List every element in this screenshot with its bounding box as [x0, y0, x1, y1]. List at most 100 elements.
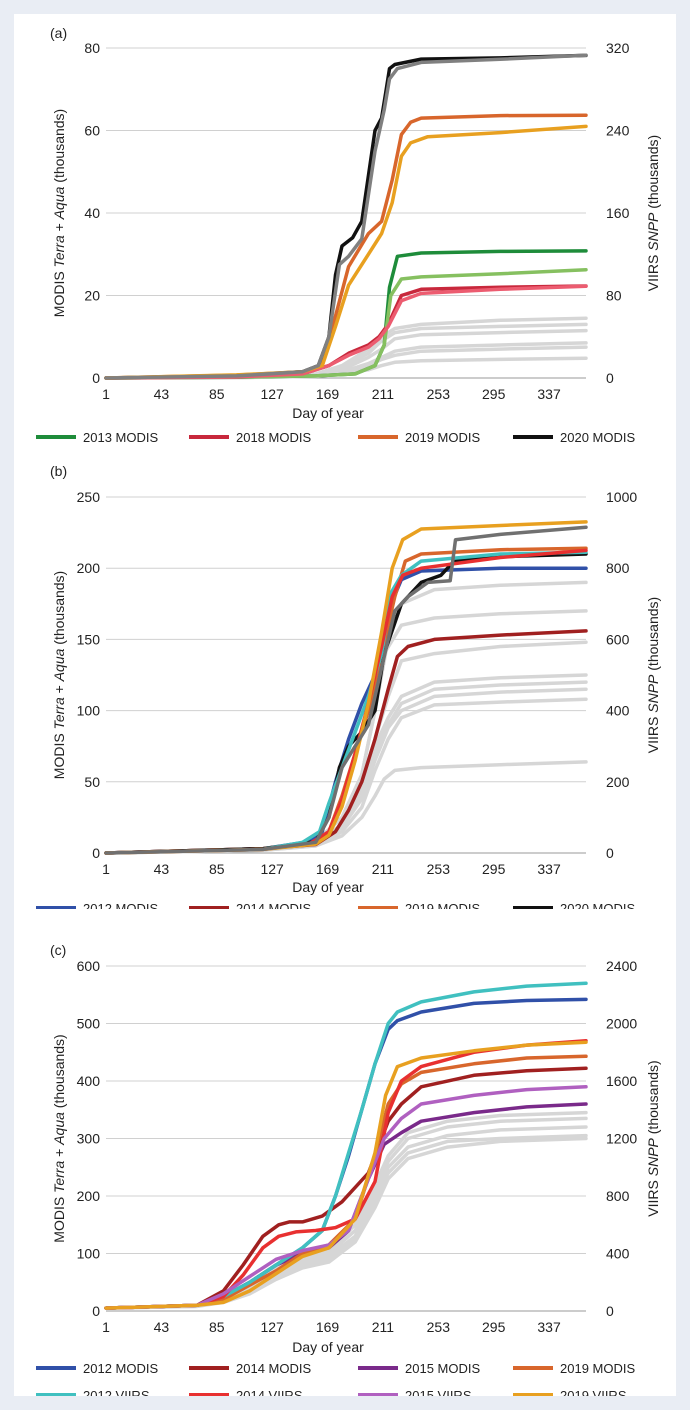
x-axis-tick-label: 211 — [372, 386, 395, 402]
left-axis-tick-label: 250 — [77, 489, 101, 505]
legend-label: 2014 MODIS — [236, 901, 311, 909]
left-axis-title: MODIS Terra + Aqua (thousands) — [51, 571, 67, 779]
legend-label: 2013 MODIS — [83, 430, 158, 445]
x-axis-tick-label: 1 — [102, 1319, 110, 1335]
left-axis-tick-label: 200 — [77, 1188, 101, 1204]
x-axis-tick-label: 43 — [154, 386, 170, 402]
x-axis-tick-label: 1 — [102, 861, 110, 877]
series-line — [104, 1040, 588, 1310]
series-line — [104, 1054, 588, 1310]
right-axis-title: VIIRS SNPP (thousands) — [645, 135, 661, 291]
x-axis-tick-label: 253 — [427, 1319, 451, 1335]
x-axis-tick-label: 85 — [209, 1319, 225, 1335]
left-axis-tick-label: 500 — [77, 1016, 101, 1032]
right-axis-tick-label: 2400 — [606, 958, 637, 974]
background-series-line — [104, 1116, 588, 1310]
right-axis-tick-label: 600 — [606, 631, 630, 647]
left-axis-tick-label: 600 — [77, 958, 101, 974]
right-axis-tick-label: 1600 — [606, 1073, 637, 1089]
left-axis-tick-label: 60 — [84, 123, 100, 139]
legend-label: 2012 VIIRS — [83, 1388, 150, 1396]
right-axis-tick-label: 1200 — [606, 1131, 637, 1147]
series-line — [104, 1066, 588, 1310]
legend-label: 2014 VIIRS — [236, 1388, 303, 1396]
x-axis-tick-label: 85 — [209, 386, 225, 402]
legend-label: 2020 MODIS — [560, 901, 635, 909]
series-line — [104, 1039, 588, 1310]
x-axis-tick-label: 337 — [537, 861, 561, 877]
right-axis-tick-label: 400 — [606, 703, 630, 719]
right-axis-title: VIIRS SNPP (thousands) — [645, 597, 661, 753]
x-axis-title: Day of year — [292, 1339, 364, 1355]
series-line — [104, 1102, 588, 1310]
x-axis-tick-label: 253 — [427, 861, 451, 877]
x-axis-tick-label: 169 — [316, 861, 340, 877]
series-line — [104, 53, 588, 380]
right-axis-tick-label: 800 — [606, 560, 630, 576]
x-axis-tick-label: 43 — [154, 1319, 170, 1335]
left-axis-title: MODIS Terra + Aqua (thousands) — [51, 1034, 67, 1242]
chart-panel-a: (a) 0 20 40 60 80 0 80 160 240 320 1 43 85 127 169 211 25… — [36, 25, 661, 445]
panel-label: (a) — [50, 25, 67, 41]
legend-label: 2020 MODIS — [560, 430, 635, 445]
chart-panel-c: (c) 0 100 200 300 400 500 600 0 400 800 1200 1600 200… — [36, 942, 661, 1396]
background-series-line — [104, 1125, 588, 1310]
x-axis-tick-label: 127 — [260, 1319, 284, 1335]
x-axis-tick-label: 85 — [209, 861, 225, 877]
left-axis-tick-label: 100 — [77, 703, 101, 719]
legend-label: 2012 MODIS — [83, 1361, 158, 1376]
x-axis-tick-label: 127 — [260, 861, 284, 877]
right-axis-title: VIIRS SNPP (thousands) — [645, 1060, 661, 1216]
left-axis-tick-label: 400 — [77, 1073, 101, 1089]
series-line — [104, 113, 588, 380]
x-axis-tick-label: 169 — [316, 386, 340, 402]
left-axis-tick-label: 300 — [77, 1131, 101, 1147]
left-axis-tick-label: 50 — [84, 774, 100, 790]
series-line — [104, 525, 588, 855]
left-axis-tick-label: 0 — [92, 845, 100, 861]
series-line — [104, 550, 588, 855]
legend-label: 2019 MODIS — [405, 901, 480, 909]
chart-panel-b: (b) 0 50 100 150 200 250 0 200 400 600 800 1000 1 43 85… — [36, 463, 661, 909]
panel-label: (b) — [50, 463, 67, 479]
x-axis-title: Day of year — [292, 405, 364, 421]
right-axis-tick-label: 200 — [606, 774, 630, 790]
left-axis-tick-label: 150 — [77, 631, 101, 647]
left-axis-tick-label: 0 — [92, 1303, 100, 1319]
x-axis-tick-label: 337 — [537, 386, 561, 402]
x-axis-title: Day of year — [292, 879, 364, 895]
series-line — [104, 53, 588, 380]
legend-label: 2015 MODIS — [405, 1361, 480, 1376]
x-axis-tick-label: 211 — [372, 861, 395, 877]
panel-label: (c) — [50, 942, 66, 958]
x-axis-tick-label: 295 — [482, 1319, 506, 1335]
left-axis-tick-label: 80 — [84, 40, 100, 56]
x-axis-tick-label: 211 — [372, 1319, 395, 1335]
left-axis-tick-label: 20 — [84, 288, 100, 304]
legend-label: 2014 MODIS — [236, 1361, 311, 1376]
left-axis-title: MODIS Terra + Aqua (thousands) — [51, 109, 67, 317]
x-axis-tick-label: 253 — [427, 386, 451, 402]
right-axis-tick-label: 160 — [606, 205, 630, 221]
right-axis-tick-label: 1000 — [606, 489, 637, 505]
series-line — [104, 284, 588, 380]
right-axis-tick-label: 0 — [606, 370, 614, 386]
right-axis-tick-label: 240 — [606, 123, 630, 139]
legend-label: 2019 VIIRS — [560, 1388, 627, 1396]
x-axis-tick-label: 295 — [482, 861, 506, 877]
right-axis-tick-label: 0 — [606, 845, 614, 861]
legend-label: 2019 MODIS — [405, 430, 480, 445]
left-axis-tick-label: 0 — [92, 370, 100, 386]
legend-label: 2012 MODIS — [83, 901, 158, 909]
right-axis-tick-label: 2000 — [606, 1016, 637, 1032]
left-axis-tick-label: 100 — [77, 1246, 101, 1262]
figure-panel: (a) 0 20 40 60 80 0 80 160 240 320 1 43 85 127 169 211 25… — [14, 14, 676, 1396]
left-axis-tick-label: 200 — [77, 560, 101, 576]
series-line — [104, 1085, 588, 1310]
series-line — [104, 520, 588, 855]
right-axis-tick-label: 80 — [606, 288, 622, 304]
legend-label: 2019 MODIS — [560, 1361, 635, 1376]
x-axis-tick-label: 337 — [537, 1319, 561, 1335]
x-axis-tick-label: 295 — [482, 386, 506, 402]
right-axis-tick-label: 0 — [606, 1303, 614, 1319]
